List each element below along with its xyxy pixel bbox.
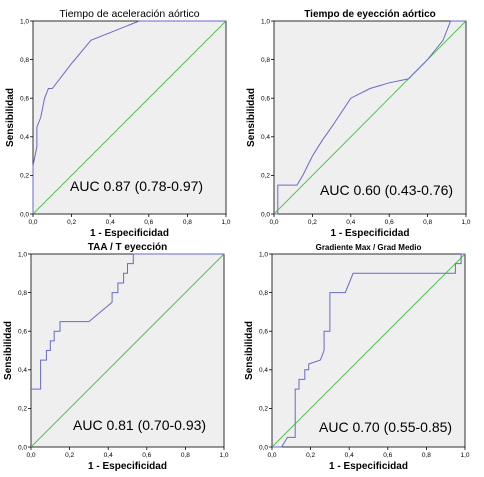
chart-3-x-tick-label: 1,0 [219,452,228,459]
chart-4-y-axis-label: Sensibilidad [244,321,255,380]
chart-4-y-tick-label: 0,4 [259,367,268,374]
chart-3-y-tick-label: 0,2 [18,406,27,413]
chart-1-y-tick-label: 0,6 [20,96,29,103]
chart-2-roc-curve [274,20,466,215]
chart-4-y-tick-label: 0,0 [259,444,268,451]
chart-3-y-tick-label: 0,4 [18,367,27,374]
chart-2-title: Tiempo de eyección aórtico [304,9,436,20]
chart-4-auc-annotation: AUC 0.70 (0.55-0.85) [319,419,452,435]
chart-4-y-tick-label: 1,0 [259,251,268,258]
chart-2-x-tick-label: 0,0 [269,219,278,226]
chart-4-title: Gradiente Max / Grad Medio [316,243,422,252]
chart-2-y-axis-label: Sensibilidad [246,88,257,147]
chart-1: 0,0 0,2 0,4 0,6 0,8 1,0 0,0 0,2 0,4 0,6 0,8 1,0 Tiem… [5,8,231,239]
chart-4-roc-curve [272,253,465,448]
chart-4-x-tick-label: 1,0 [460,452,469,459]
chart-1-x-tick-label: 0,0 [28,219,37,226]
chart-3-title: TAA / T eyección [88,242,167,253]
chart-4-x-tick-label: 0,8 [422,452,431,459]
chart-3-x-tick-label: 0,0 [26,452,35,459]
chart-2-x-tick-label: 0,4 [346,219,355,226]
chart-1-y-tick-label: 1,0 [20,18,29,25]
chart-4-x-tick-label: 0,2 [306,452,315,459]
chart-4: 0,0 0,2 0,4 0,6 0,8 1,0 0,0 0,2 0,4 0,6 0,8 1,0 Grad… [244,243,470,472]
chart-1-x-tick-label: 0,4 [106,219,115,226]
chart-4-y-tick-label: 0,6 [259,329,268,336]
chart-3-auc-annotation: AUC 0.81 (0.70-0.93) [73,417,206,433]
chart-3-y-tick-label: 0,6 [18,329,27,336]
chart-2-y-tick-label: 0,0 [261,211,270,218]
chart-2-x-axis-label: 1 - Especificidad [331,228,410,239]
chart-3-y-axis-label: Sensibilidad [3,321,14,380]
chart-1-x-tick-label: 0,6 [144,219,153,226]
chart-2-y-tick-label: 0,4 [261,134,270,141]
chart-1-reference-line [32,20,227,215]
chart-3-x-axis-label: 1 - Especificidad [88,461,167,472]
chart-4-x-tick-label: 0,0 [267,452,276,459]
chart-3-x-tick-label: 0,4 [104,452,113,459]
chart-2-y-tick-label: 0,8 [261,57,270,64]
chart-1-x-tick-label: 0,8 [183,219,192,226]
chart-3-x-tick-label: 0,8 [181,452,190,459]
chart-2-auc-annotation: AUC 0.60 (0.43-0.76) [320,182,453,198]
chart-1-y-axis-label: Sensibilidad [5,88,16,147]
chart-4-y-tick-label: 0,8 [259,290,268,297]
chart-1-y-tick-label: 0,4 [20,134,29,141]
chart-3-x-tick-label: 0,2 [65,452,74,459]
chart-3-y-tick-label: 0,0 [18,444,27,451]
chart-1-x-tick-label: 1,0 [221,219,230,226]
chart-1-y-tick-label: 0,0 [20,211,29,218]
chart-3-y-tick-label: 0,8 [18,290,27,297]
chart-2-y-tick-label: 0,2 [261,173,270,180]
chart-3-roc-curve [31,253,224,390]
chart-2-y-tick-label: 0,6 [261,96,270,103]
chart-3-x-tick-label: 0,6 [142,452,151,459]
chart-1-x-tick-label: 0,2 [67,219,76,226]
chart-2-y-tick-label: 1,0 [261,18,270,25]
chart-4-x-tick-label: 0,6 [383,452,392,459]
chart-4-reference-line [271,253,466,448]
chart-2-x-tick-label: 0,6 [385,219,394,226]
chart-2-x-tick-label: 0,8 [423,219,432,226]
chart-2: 0,0 0,2 0,4 0,6 0,8 1,0 0,0 0,2 0,4 0,6 0,8 1,0 Tiem… [246,9,471,239]
chart-4-x-axis-label: 1 - Especificidad [329,461,408,472]
chart-2-x-tick-label: 1,0 [461,219,470,226]
chart-1-roc-curve [32,20,226,214]
chart-3-reference-line [30,253,225,448]
chart-1-title: Tiempo de aceleración aórtico [59,8,199,20]
chart-1-x-axis-label: 1 - Especificidad [90,228,169,239]
chart-3: 0,0 0,2 0,4 0,6 0,8 1,0 0,0 0,2 0,4 0,6 0,8 1,0 TAA … [3,242,229,472]
chart-1-y-tick-label: 0,8 [20,57,29,64]
chart-2-x-tick-label: 0,2 [308,219,317,226]
chart-3-y-tick-label: 1,0 [18,251,27,258]
chart-4-y-tick-label: 0,2 [259,406,268,413]
chart-1-auc-annotation: AUC 0.87 (0.78-0.97) [70,178,203,194]
chart-4-x-tick-label: 0,4 [345,452,354,459]
chart-2-reference-line [273,20,467,215]
chart-1-y-tick-label: 0,2 [20,173,29,180]
